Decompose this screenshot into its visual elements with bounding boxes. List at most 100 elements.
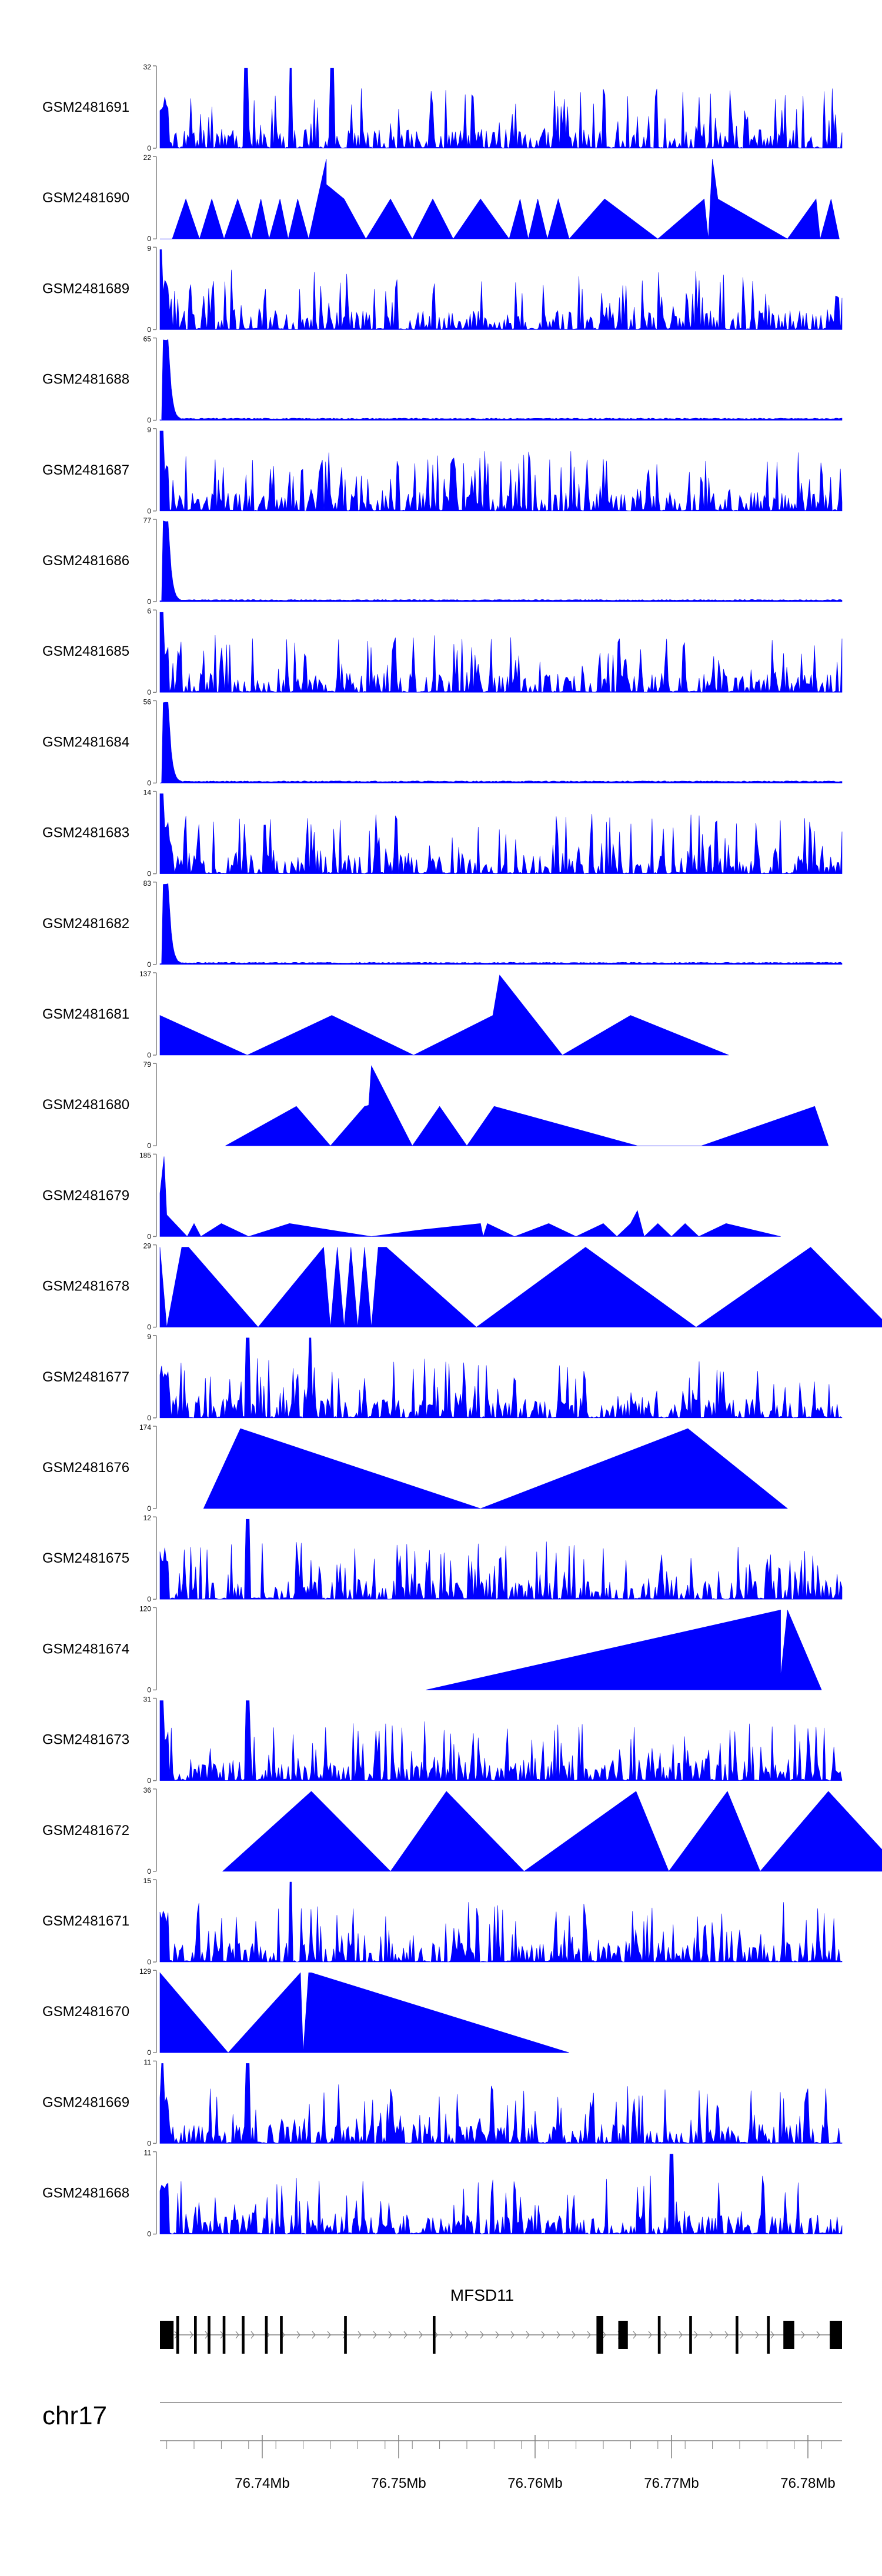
track-label: GSM2481672 <box>42 1823 129 1838</box>
track-label: GSM2481690 <box>42 190 129 206</box>
y-min-label: 0 <box>147 1504 151 1513</box>
y-min-label: 0 <box>147 1142 151 1150</box>
coverage-area <box>203 1428 789 1509</box>
y-min-label: 0 <box>147 1958 151 1966</box>
strand-arrow <box>526 2331 530 2339</box>
y-max-label: 137 <box>139 970 151 978</box>
exon <box>280 2316 283 2354</box>
y-min-label: 0 <box>147 870 151 878</box>
tick-label: 76.74Mb <box>235 2475 289 2491</box>
genome-axis: chr17 76.74Mb 76.75Mb 76.76Mb 76.77Mb 76.78M… <box>42 2401 842 2491</box>
y-min-label: 0 <box>147 779 151 787</box>
coverage-area <box>159 1972 570 2053</box>
y-max-label: 174 <box>139 1423 151 1432</box>
y-max-label: 11 <box>144 2058 152 2066</box>
y-min-label: 0 <box>147 1323 151 1332</box>
strand-arrow <box>250 2331 255 2339</box>
strand-arrow <box>373 2331 377 2339</box>
track-GSM2481668: GSM2481668 11 0 <box>42 2149 843 2238</box>
strand-arrow <box>541 2331 545 2339</box>
y-min-label: 0 <box>147 1414 151 1422</box>
y-min-label: 0 <box>147 507 151 515</box>
strand-arrow <box>709 2331 713 2339</box>
strand-arrow <box>556 2331 560 2339</box>
y-min-label: 0 <box>147 1595 151 1603</box>
y-min-label: 0 <box>147 1777 151 1785</box>
y-min-label: 0 <box>147 2230 151 2238</box>
strand-arrow <box>419 2331 423 2339</box>
exon <box>344 2316 347 2354</box>
strand-arrow <box>434 2331 438 2339</box>
track-GSM2481688: GSM2481688 65 0 <box>42 335 843 425</box>
strand-arrow <box>189 2331 193 2339</box>
strand-arrow <box>312 2331 316 2339</box>
track-GSM2481672: GSM2481672 36 0 <box>42 1786 882 1876</box>
y-min-label: 0 <box>147 1232 151 1240</box>
track-label: GSM2481679 <box>42 1187 129 1203</box>
y-max-label: 9 <box>147 1333 151 1341</box>
exon <box>618 2321 628 2349</box>
y-min-label: 0 <box>147 598 151 606</box>
exon <box>194 2316 197 2354</box>
track-label: GSM2481670 <box>42 2004 129 2020</box>
track-GSM2481671: GSM2481671 15 0 <box>42 1877 843 1966</box>
y-min-label: 0 <box>147 416 151 425</box>
coverage-area <box>159 1337 843 1419</box>
y-min-label: 0 <box>147 235 151 243</box>
strand-arrow <box>694 2331 698 2339</box>
coverage-area <box>159 339 843 421</box>
y-max-label: 9 <box>147 244 151 252</box>
strand-arrow <box>510 2331 514 2339</box>
strand-arrow <box>480 2331 484 2339</box>
y-max-label: 12 <box>143 1514 152 1522</box>
track-GSM2481677: GSM2481677 9 0 <box>42 1333 843 1422</box>
coverage-area <box>159 2063 843 2144</box>
tick-label: 76.78Mb <box>780 2475 835 2491</box>
strand-arrow <box>663 2331 667 2339</box>
track-label: GSM2481668 <box>42 2185 129 2201</box>
track-label: GSM2481669 <box>42 2094 129 2110</box>
y-max-label: 83 <box>143 879 152 887</box>
y-max-label: 185 <box>139 1151 151 1159</box>
y-max-label: 65 <box>143 335 152 343</box>
y-max-label: 15 <box>143 1877 152 1885</box>
track-GSM2481691: GSM2481691 32 0 <box>42 63 843 152</box>
track-label: GSM2481676 <box>42 1460 129 1476</box>
track-GSM2481673: GSM2481673 31 0 <box>42 1696 843 1785</box>
track-GSM2481683: GSM2481683 14 0 <box>42 789 843 878</box>
track-GSM2481686: GSM2481686 77 0 <box>42 516 843 606</box>
strand-arrow <box>358 2331 362 2339</box>
track-label: GSM2481691 <box>42 99 129 115</box>
track-label: GSM2481681 <box>42 1006 129 1022</box>
coverage-area <box>159 1881 843 1963</box>
strand-arrow <box>724 2331 729 2339</box>
y-min-label: 0 <box>147 1867 151 1876</box>
track-label: GSM2481685 <box>42 643 129 659</box>
tick-label: 76.77Mb <box>644 2475 699 2491</box>
coverage-area <box>160 159 840 240</box>
strand-arrow <box>816 2331 820 2339</box>
track-label: GSM2481689 <box>42 281 129 296</box>
strand-arrow <box>648 2331 652 2339</box>
tick-label: 76.75Mb <box>371 2475 426 2491</box>
track-GSM2481679: GSM2481679 185 0 <box>42 1151 781 1240</box>
track-label: GSM2481686 <box>42 553 129 569</box>
y-max-label: 14 <box>143 789 152 797</box>
exon <box>689 2316 692 2354</box>
coverage-area <box>159 431 843 512</box>
strand-arrow <box>327 2331 331 2339</box>
y-min-label: 0 <box>147 688 151 696</box>
track-label: GSM2481680 <box>42 1097 129 1113</box>
track-GSM2481674: GSM2481674 120 0 <box>42 1604 822 1694</box>
coverage-area <box>159 975 729 1056</box>
y-max-label: 11 <box>144 2149 152 2157</box>
track-GSM2481681: GSM2481681 137 0 <box>42 970 729 1059</box>
exon <box>265 2316 268 2354</box>
strand-arrow <box>679 2331 683 2339</box>
y-max-label: 129 <box>139 1967 151 1976</box>
exon <box>736 2316 739 2354</box>
y-max-label: 22 <box>143 154 152 162</box>
coverage-area <box>159 2154 843 2235</box>
exon <box>160 2321 174 2349</box>
